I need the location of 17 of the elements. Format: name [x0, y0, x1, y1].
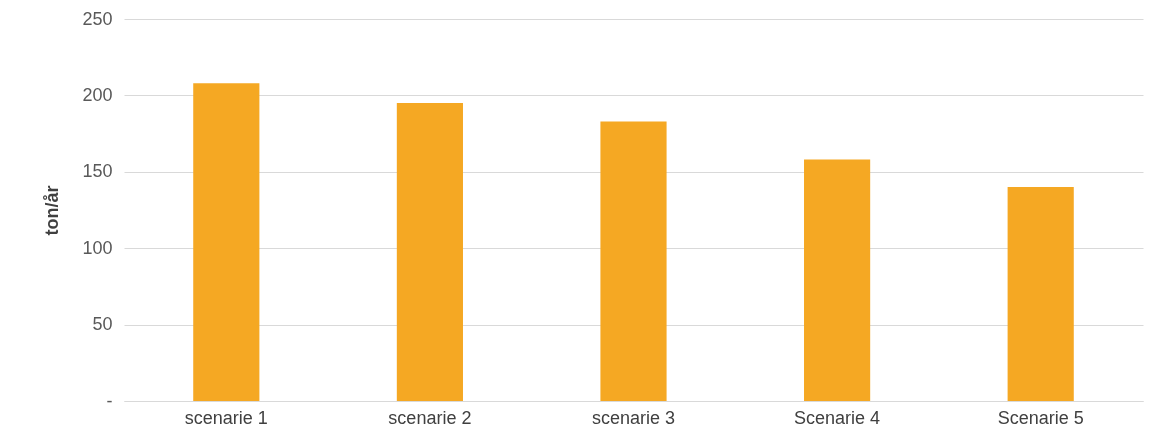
- x-tick-label: scenarie 2: [388, 407, 472, 428]
- x-tick-label: scenarie 3: [591, 407, 676, 428]
- x-tick-label: Scenarie 4: [794, 407, 881, 428]
- bar: [1007, 187, 1074, 401]
- x-tick-label: scenarie 1: [184, 407, 268, 428]
- y-axis-title: ton/år: [42, 185, 63, 236]
- y-tick-label: -: [106, 390, 113, 411]
- y-tick-label: 250: [82, 8, 113, 29]
- y-tick-label: 150: [82, 161, 113, 182]
- y-tick-label: 50: [92, 314, 113, 335]
- x-tick-label: Scenarie 5: [997, 407, 1084, 428]
- bar: [804, 159, 871, 401]
- bar: [396, 103, 463, 401]
- y-tick-label: 200: [82, 84, 113, 105]
- y-tick-label: 100: [82, 237, 113, 258]
- bar: [193, 83, 260, 401]
- bar: [600, 121, 667, 401]
